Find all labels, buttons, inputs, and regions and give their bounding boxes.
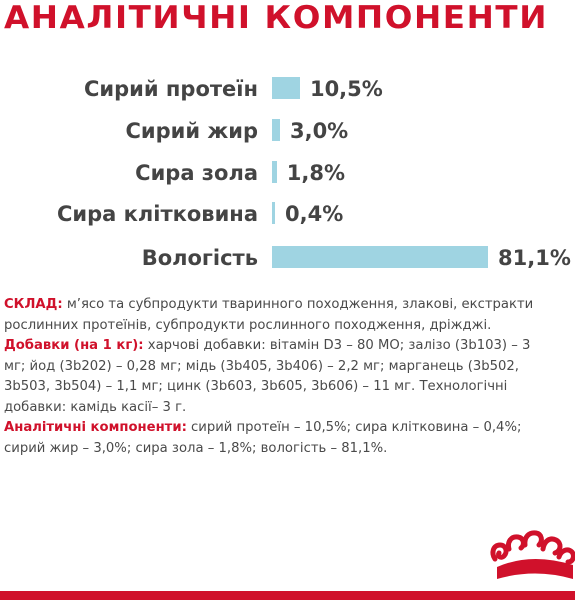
additives-label: Добавки (на 1 кг):: [4, 338, 144, 353]
component-label: Сира зола: [135, 161, 258, 185]
ingredients-text: СКЛАД: м’ясо та субпродукти тваринного п…: [4, 295, 549, 459]
page-title: АНАЛІТИЧНІ КОМПОНЕНТИ: [4, 0, 549, 36]
component-row: Сирий жир 3,0%: [0, 111, 575, 151]
component-value: 3,0%: [289, 119, 349, 143]
additives-paragraph: Добавки (на 1 кг): харчові добавки: віта…: [4, 336, 549, 418]
component-row: Сирий протеїн 10,5%: [0, 69, 575, 109]
component-bar: [272, 119, 280, 141]
component-bar: [272, 246, 488, 268]
component-row: Сира зола 1,8%: [0, 153, 575, 193]
component-value: 1,8%: [286, 161, 346, 185]
footer-line: [0, 591, 575, 600]
analytical-label: Аналітичні компоненти:: [4, 420, 187, 435]
components-chart: Сирий протеїн 10,5% Сирий жир 3,0% Сира …: [0, 0, 575, 280]
composition-label: СКЛАД:: [4, 297, 63, 312]
composition-text: м’ясо та субпродукти тваринного походжен…: [4, 297, 534, 333]
component-bar: [272, 161, 277, 183]
component-value: 0,4%: [285, 202, 344, 226]
additives-text: харчові добавки: вітамін D3 – 80 МО; зал…: [4, 338, 531, 415]
component-label: Сирий жир: [125, 119, 258, 143]
component-label: Сира клітковина: [56, 202, 258, 226]
component-value: 10,5%: [309, 77, 383, 101]
component-bar: [272, 202, 275, 224]
crown-logo-icon: [490, 530, 575, 579]
component-label: Сирий протеїн: [84, 77, 258, 101]
analytical-paragraph: Аналітичні компоненти: сирий протеїн – 1…: [4, 418, 549, 459]
component-value: 81,1%: [498, 246, 571, 270]
component-row: Вологість 81,1%: [0, 238, 575, 278]
component-row: Сира клітковина 0,4%: [0, 194, 575, 234]
analytical-text: сирий протеїн – 10,5%; сира клітковина –…: [4, 420, 522, 456]
composition-paragraph: СКЛАД: м’ясо та субпродукти тваринного п…: [4, 295, 549, 336]
component-label: Вологість: [141, 246, 258, 270]
component-bar: [272, 77, 300, 99]
